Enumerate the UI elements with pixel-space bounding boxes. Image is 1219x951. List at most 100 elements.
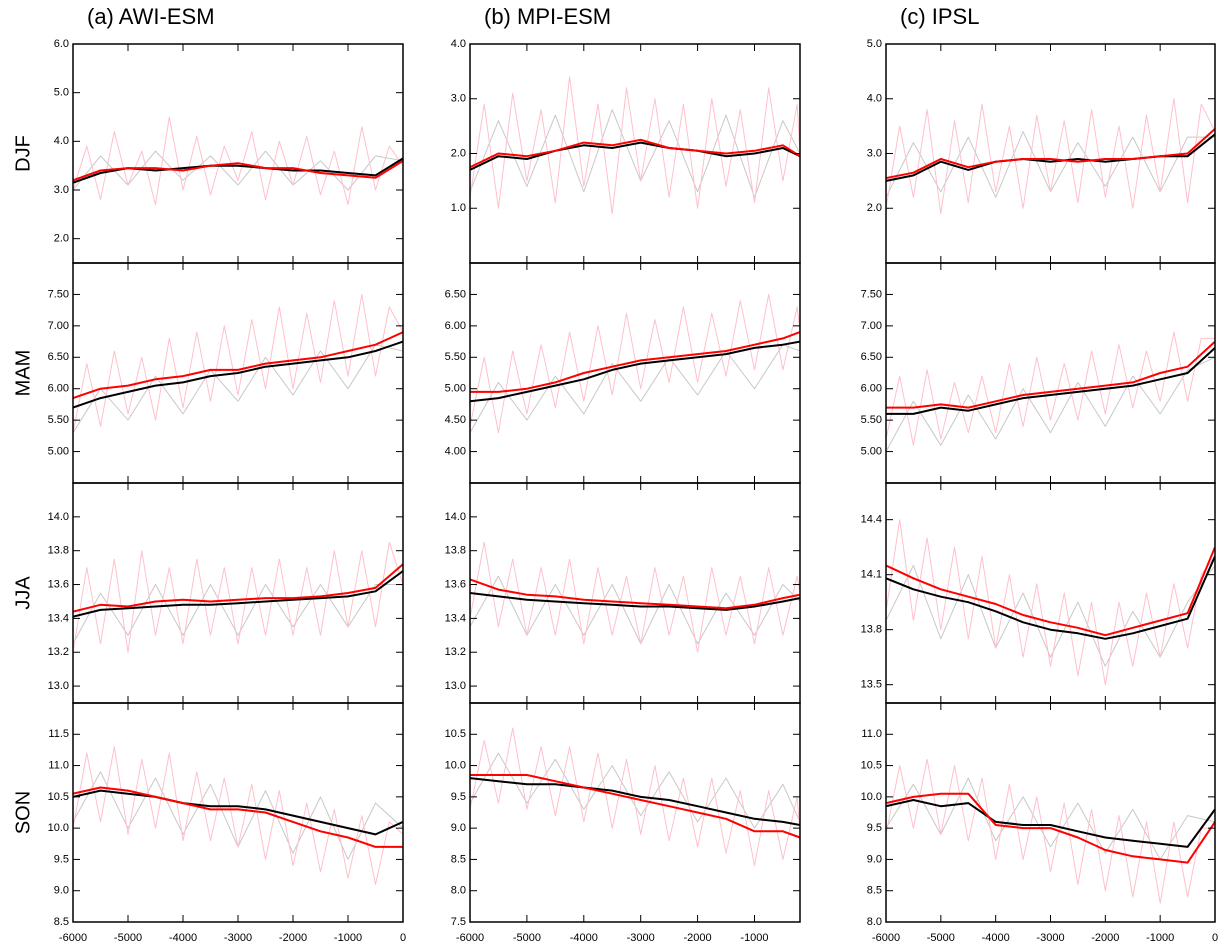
- x-tick-label: -3000: [224, 932, 252, 944]
- y-tick-label: 9.0: [451, 822, 466, 834]
- series-line: [73, 340, 403, 409]
- series-line: [886, 340, 1215, 409]
- y-tick-label: 7.50: [48, 288, 69, 300]
- plot-area: [886, 331, 1215, 452]
- plot-area: [73, 116, 403, 206]
- series-line: [73, 541, 403, 653]
- y-tick-label: 7.50: [861, 288, 882, 300]
- x-tick-label: -2000: [684, 932, 712, 944]
- series-line: [470, 541, 800, 653]
- y-tick-label: 6.50: [445, 288, 466, 300]
- series-line: [886, 565, 1215, 667]
- y-tick-label: 3.0: [451, 93, 466, 105]
- y-tick-label: 14.0: [48, 511, 69, 523]
- y-tick-label: 8.0: [451, 885, 466, 897]
- series-line: [73, 344, 403, 433]
- x-tick-label: -2000: [279, 932, 307, 944]
- x-tick-label: -4000: [982, 932, 1010, 944]
- plot-area: [886, 98, 1215, 215]
- series-line: [470, 340, 800, 403]
- series-line: [886, 792, 1215, 864]
- y-tick-label: 7.5: [451, 916, 466, 928]
- y-tick-label: 3.0: [54, 184, 69, 196]
- series-line: [470, 141, 800, 171]
- x-tick-label: -5000: [114, 932, 142, 944]
- y-tick-label: 10.0: [861, 791, 882, 803]
- y-tick-label: 4.00: [445, 445, 466, 457]
- series-line: [886, 331, 1215, 446]
- y-tick-label: 4.0: [54, 135, 69, 147]
- panel-frame: [469, 262, 801, 484]
- series-line: [470, 344, 800, 433]
- y-tick-label: 5.0: [867, 38, 882, 50]
- y-tick-label: 6.0: [54, 38, 69, 50]
- y-tick-label: 6.00: [861, 383, 882, 395]
- y-tick-label: 5.50: [48, 414, 69, 426]
- y-tick-label: 11.5: [48, 728, 69, 740]
- y-tick-label: 13.6: [48, 578, 69, 590]
- y-tick-label: 7.00: [48, 320, 69, 332]
- plot-area: [470, 541, 800, 653]
- x-tick-label: -1000: [1146, 932, 1174, 944]
- plot-area: [886, 519, 1215, 686]
- x-tick-label: 0: [400, 932, 406, 944]
- y-tick-label: 13.6: [445, 578, 466, 590]
- series-line: [470, 293, 800, 434]
- x-tick-label: -1000: [740, 932, 768, 944]
- x-tick-label: -2000: [1091, 932, 1119, 944]
- series-line: [886, 555, 1215, 640]
- series-line: [73, 746, 403, 885]
- panel-frame: [72, 43, 404, 264]
- y-tick-label: 10.0: [48, 822, 69, 834]
- y-tick-label: 14.4: [861, 514, 882, 526]
- series-line: [886, 758, 1215, 904]
- series-line: [73, 150, 403, 191]
- y-tick-label: 5.0: [54, 87, 69, 99]
- y-tick-label: 13.8: [48, 545, 69, 557]
- y-tick-label: 13.4: [48, 612, 69, 624]
- series-line: [73, 116, 403, 206]
- series-line: [73, 789, 403, 836]
- y-tick-label: 5.00: [445, 383, 466, 395]
- plot-area: [470, 727, 800, 867]
- series-line: [470, 727, 800, 867]
- y-tick-label: 6.50: [48, 351, 69, 363]
- plot-area: [73, 746, 403, 885]
- y-tick-label: 10.5: [861, 759, 882, 771]
- series-line: [886, 546, 1215, 637]
- series-line: [73, 331, 403, 400]
- y-tick-label: 13.2: [48, 646, 69, 658]
- y-tick-label: 8.5: [54, 916, 69, 928]
- plot-area: [73, 541, 403, 653]
- panel-frame: [72, 482, 404, 704]
- y-tick-label: 10.5: [48, 791, 69, 803]
- y-tick-label: 5.50: [861, 414, 882, 426]
- y-tick-label: 6.50: [861, 351, 882, 363]
- plot-area: [886, 758, 1215, 904]
- panel-frame: [72, 702, 404, 923]
- x-tick-label: -5000: [513, 932, 541, 944]
- x-tick-label: -4000: [169, 932, 197, 944]
- x-tick-label: -6000: [872, 932, 900, 944]
- x-tick-label: -3000: [1036, 932, 1064, 944]
- x-tick-label: -6000: [59, 932, 87, 944]
- series-line: [470, 76, 800, 215]
- plot-area: [470, 293, 800, 434]
- series-line: [73, 786, 403, 848]
- series-line: [470, 575, 800, 645]
- series-line: [470, 777, 800, 826]
- y-tick-label: 11.0: [48, 759, 69, 771]
- y-tick-label: 9.5: [867, 822, 882, 834]
- series-line: [886, 347, 1215, 415]
- series-line: [470, 592, 800, 611]
- y-tick-label: 10.0: [445, 759, 466, 771]
- y-tick-label: 14.1: [861, 569, 882, 581]
- series-line: [886, 777, 1215, 860]
- x-tick-label: -4000: [570, 932, 598, 944]
- panel-title: (b) MPI-ESM: [484, 4, 611, 29]
- panel-title: (c) IPSL: [900, 4, 979, 29]
- y-tick-label: 2.0: [54, 233, 69, 245]
- y-tick-label: 14.0: [445, 511, 466, 523]
- y-tick-label: 13.4: [445, 612, 466, 624]
